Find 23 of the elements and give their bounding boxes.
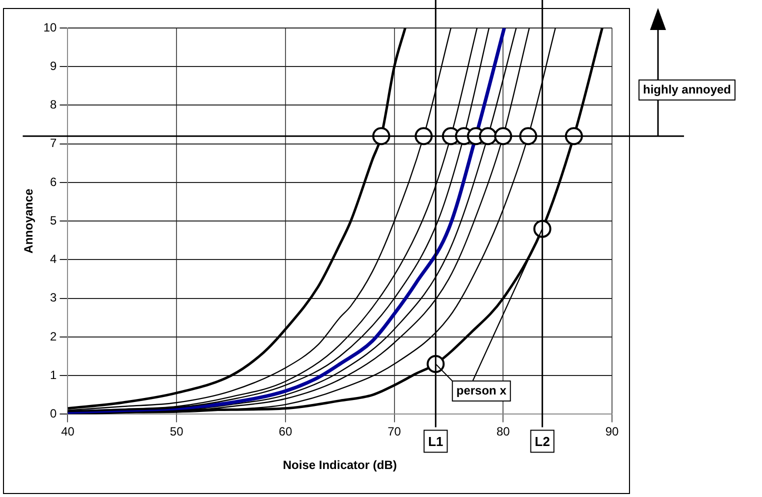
- x-tick-label: 70: [388, 424, 402, 439]
- x-tick-label: 90: [605, 424, 619, 439]
- text: highly annoyed: [642, 82, 732, 96]
- y-tick-label: 1: [50, 368, 58, 382]
- x-axis-title: Noise Indicator (dB): [282, 458, 397, 472]
- y-tick-label: 4: [50, 252, 58, 266]
- y-tick-label: 8: [50, 98, 58, 112]
- annotation: person x: [456, 383, 507, 398]
- y-tick-label: 0: [50, 406, 58, 421]
- ref-line-label: L1: [428, 434, 444, 449]
- y-tick-label: 7: [50, 136, 58, 150]
- y-tick-label: 10: [43, 20, 58, 34]
- y-tick-label: 2: [50, 329, 58, 344]
- x-tick-label: 50: [170, 424, 184, 439]
- x-tick-label: 60: [278, 424, 292, 439]
- y-tick-label: 5: [50, 213, 58, 228]
- y-tick-label: 3: [50, 290, 58, 305]
- y-tick-label: 6: [50, 174, 58, 189]
- y-tick-label: 9: [50, 58, 58, 73]
- y-axis-title: Annoyance: [22, 188, 36, 254]
- ref-line-label: L2: [534, 434, 550, 449]
- x-tick-label: 80: [496, 424, 510, 439]
- x-tick-label: 40: [61, 424, 75, 439]
